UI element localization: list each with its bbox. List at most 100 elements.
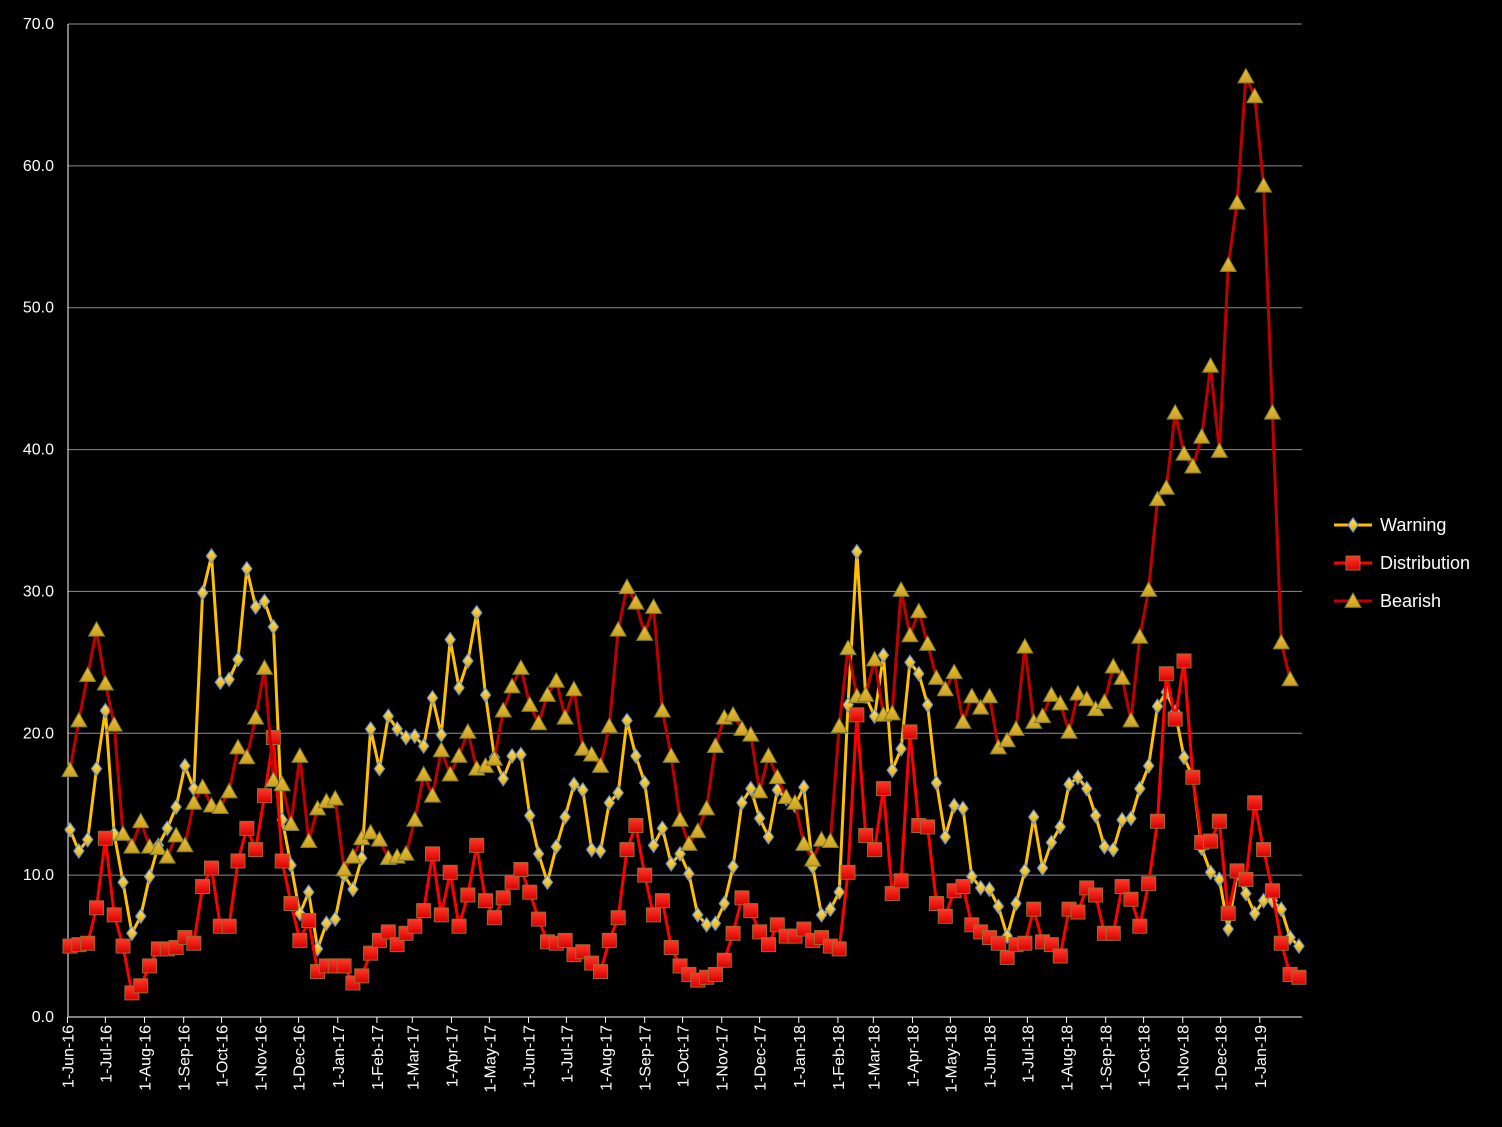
distribution-point bbox=[416, 903, 432, 919]
warning-point bbox=[515, 746, 527, 763]
warning-point bbox=[417, 738, 430, 755]
x-tick-label: 1-Apr-18 bbox=[905, 1025, 922, 1087]
bearish-point bbox=[635, 624, 654, 641]
distribution-point bbox=[203, 860, 219, 876]
distribution-point bbox=[106, 907, 122, 923]
bearish-point bbox=[971, 698, 990, 715]
warning-point bbox=[126, 925, 138, 942]
warning-point bbox=[444, 631, 456, 648]
bearish-point bbox=[582, 745, 601, 762]
bearish-point bbox=[158, 847, 177, 864]
bearish-point bbox=[724, 705, 742, 722]
x-tick-label: 1-May-18 bbox=[943, 1025, 960, 1093]
distribution-point bbox=[142, 958, 158, 974]
bearish-point bbox=[821, 832, 840, 848]
x-tick-label: 1-Sep-17 bbox=[638, 1025, 655, 1091]
warning-point bbox=[161, 820, 174, 837]
bearish-point bbox=[1245, 87, 1264, 104]
distribution-point bbox=[707, 966, 723, 982]
distribution-point bbox=[760, 937, 776, 953]
distribution-point bbox=[796, 921, 812, 937]
bearish-point bbox=[1272, 633, 1291, 650]
x-tick-label: 1-Sep-16 bbox=[177, 1025, 194, 1091]
y-tick-label: 10.0 bbox=[23, 867, 54, 884]
bearish-point bbox=[69, 711, 88, 728]
bearish-point bbox=[777, 788, 795, 805]
bearish-point bbox=[1192, 427, 1211, 444]
warning-point bbox=[355, 850, 368, 867]
distribution-point bbox=[654, 893, 670, 909]
bearish-point bbox=[370, 830, 389, 847]
bearish-point bbox=[998, 731, 1017, 748]
warning-point bbox=[400, 729, 412, 746]
distribution-point bbox=[1238, 871, 1254, 887]
warning-point bbox=[426, 689, 439, 706]
warning-point bbox=[347, 881, 359, 898]
distribution-point bbox=[486, 910, 502, 926]
bearish-point bbox=[1219, 256, 1238, 273]
warning-point bbox=[1222, 921, 1234, 938]
y-tick-label: 20.0 bbox=[23, 725, 54, 742]
bearish-point bbox=[282, 815, 300, 831]
warning-point bbox=[921, 696, 934, 713]
x-tick-label: 1-Jun-16 bbox=[60, 1025, 77, 1088]
distribution-point bbox=[628, 817, 644, 833]
legend-swatch-marker bbox=[1347, 516, 1359, 534]
bearish-point bbox=[839, 639, 857, 656]
warning-point bbox=[232, 651, 244, 668]
distribution-point bbox=[292, 932, 308, 948]
bearish-point bbox=[644, 598, 663, 614]
bearish-point bbox=[1237, 67, 1255, 84]
bearish-point bbox=[671, 810, 689, 827]
bearish-point bbox=[1184, 457, 1202, 474]
distribution-point bbox=[389, 937, 405, 953]
warning-point bbox=[214, 674, 227, 691]
warning-point bbox=[886, 762, 899, 779]
warning-point bbox=[73, 843, 85, 860]
warning-point bbox=[727, 858, 739, 875]
distribution-point bbox=[186, 935, 202, 951]
distribution-point bbox=[646, 907, 662, 923]
x-tick-label: 1-Dec-18 bbox=[1214, 1025, 1231, 1091]
bearish-point bbox=[786, 793, 804, 810]
distribution-point bbox=[495, 890, 511, 906]
bearish-point bbox=[1069, 684, 1087, 701]
distribution-point bbox=[248, 842, 264, 858]
warning-point bbox=[462, 652, 474, 669]
bearish-point bbox=[326, 789, 345, 806]
bearish-point bbox=[1175, 444, 1193, 461]
distribution-point bbox=[1264, 883, 1280, 899]
legend-item-distribution: Distribution bbox=[1334, 553, 1470, 573]
distribution-point bbox=[407, 918, 423, 934]
x-tick-label: 1-Jul-18 bbox=[1020, 1025, 1037, 1083]
warning-point bbox=[1036, 860, 1049, 877]
distribution-point bbox=[239, 820, 255, 836]
distribution-point bbox=[80, 935, 96, 951]
axes: 0.0 10.0 20.0 30.0 40.0 50.0 60.0 70.0 1-Jun-16 1… bbox=[23, 16, 1302, 1093]
bearish-point bbox=[609, 620, 628, 637]
distribution-point bbox=[115, 938, 131, 954]
distribution-point bbox=[97, 830, 113, 846]
warning-point bbox=[1116, 811, 1128, 828]
distribution-point bbox=[221, 918, 237, 934]
bearish-point bbox=[856, 685, 875, 702]
bearish-point bbox=[291, 746, 309, 763]
warning-point bbox=[523, 807, 536, 824]
bearish-point bbox=[1007, 720, 1025, 736]
warning-point bbox=[621, 712, 633, 729]
distribution-line bbox=[69, 659, 1300, 995]
x-tick-label: 1-Dec-16 bbox=[292, 1025, 309, 1091]
bearish-point bbox=[1113, 668, 1131, 685]
bearish-point bbox=[892, 580, 910, 597]
warning-point bbox=[391, 721, 403, 738]
distribution-point bbox=[928, 896, 944, 912]
warning-point bbox=[700, 916, 713, 933]
y-tick-label: 70.0 bbox=[23, 16, 54, 33]
warning-point bbox=[170, 799, 182, 816]
bearish-point bbox=[335, 860, 353, 877]
x-tick-label: 1-Mar-18 bbox=[866, 1025, 883, 1090]
distribution-point bbox=[451, 918, 467, 934]
distribution-point bbox=[902, 724, 918, 740]
legend-label-bearish: Bearish bbox=[1380, 591, 1441, 611]
bearish-point bbox=[547, 671, 566, 688]
